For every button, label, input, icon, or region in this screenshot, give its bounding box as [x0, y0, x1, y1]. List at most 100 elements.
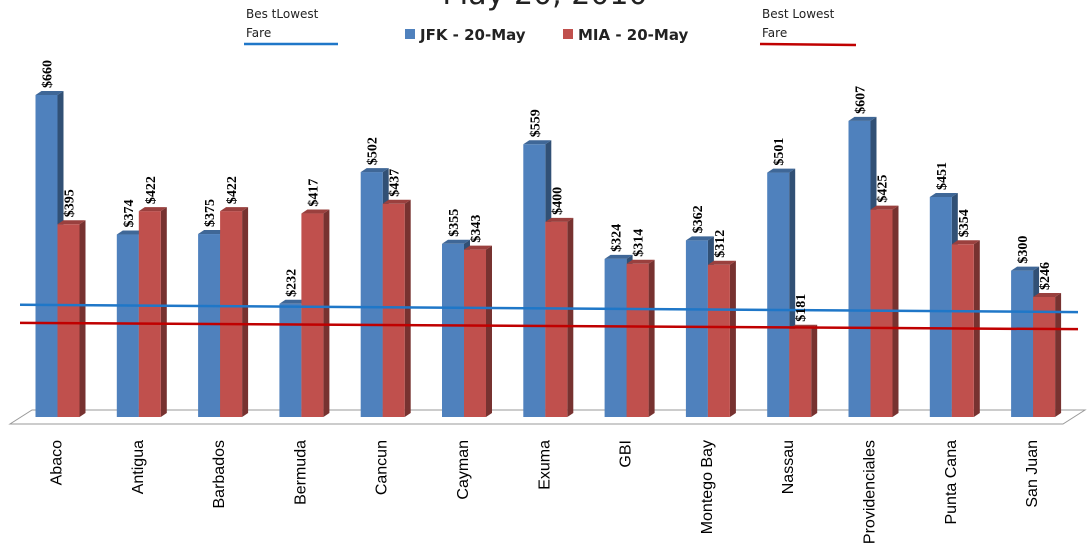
category-label: Bermuda: [292, 440, 309, 505]
value-label: $362: [691, 205, 706, 233]
value-label: $314: [632, 229, 647, 257]
bar-front: [929, 196, 952, 417]
reference-line-1: [19, 303, 1079, 314]
bar-top: [767, 168, 796, 173]
bar-top: [220, 207, 249, 212]
bar-mia-san-juan: [1033, 292, 1062, 417]
bar-top: [1011, 266, 1040, 271]
value-label: $437: [388, 169, 403, 197]
legend-ref2-label-line1: Best Lowest: [762, 7, 835, 21]
legend-swatch-mia: [563, 29, 573, 39]
legend-ref2-label-line2: Fare: [762, 26, 787, 40]
legend-ref-line-2: Best Lowest Fare: [759, 7, 857, 47]
bar-front: [626, 263, 649, 417]
bar-top: [604, 254, 633, 259]
legend-ref-line-1: Bes tLowest Fare: [244, 7, 338, 46]
bar-top: [301, 209, 330, 214]
bar-side: [160, 207, 167, 417]
bar-front: [35, 95, 58, 417]
chart-title: May 20, 2010: [442, 0, 647, 12]
bar-mia-gbi: [626, 259, 655, 417]
bar-side: [486, 245, 492, 417]
category-label: Exuma: [536, 440, 553, 490]
bar-front: [951, 244, 974, 417]
bar-front: [545, 221, 568, 417]
legend-ref1-label-line2: Fare: [246, 26, 271, 40]
category-label: Antigua: [130, 440, 147, 494]
bar-top: [951, 240, 980, 245]
bar-mia-antigua: [138, 207, 167, 417]
value-label: $501: [772, 138, 787, 166]
value-label: $417: [306, 179, 321, 207]
bar-top: [279, 299, 308, 304]
bar-mia-montego-bay: [707, 260, 736, 417]
bar-front: [848, 120, 871, 417]
value-label: $246: [1038, 262, 1053, 290]
bar-top: [382, 199, 411, 204]
bar-front: [685, 240, 708, 417]
value-label: $181: [794, 294, 809, 322]
bar-side: [323, 209, 330, 417]
bar-top: [626, 259, 655, 264]
bar-top: [360, 168, 389, 173]
value-label: $312: [713, 230, 728, 258]
reference-lines-layer: [19, 303, 1079, 331]
value-label: $375: [203, 199, 218, 227]
bar-top: [35, 91, 64, 95]
bar-front: [604, 258, 627, 417]
value-label: $355: [447, 209, 462, 237]
value-label: $451: [935, 162, 950, 190]
category-label: Barbados: [211, 440, 228, 509]
bar-top: [116, 230, 145, 235]
value-label: $502: [366, 137, 381, 165]
bar-front: [360, 172, 383, 417]
bar-top: [685, 236, 714, 241]
legend-label-jfk: JFK - 20-May: [419, 26, 526, 44]
bar-front: [789, 328, 812, 417]
bar-side: [79, 220, 86, 417]
bar-front: [442, 243, 464, 417]
bar-top: [198, 230, 227, 235]
value-label: $559: [528, 109, 543, 137]
bar-front: [57, 224, 80, 417]
category-labels-layer: Abaco Antigua Barbados Bermuda Cancun Cayman E…: [49, 440, 1042, 544]
bar-side: [811, 324, 818, 417]
value-label: $422: [225, 176, 240, 204]
value-label: $374: [122, 200, 137, 228]
value-label: $300: [1016, 236, 1031, 264]
bar-top: [57, 220, 86, 225]
category-label: Punta Cana: [943, 440, 960, 525]
value-label: $395: [63, 189, 78, 217]
category-label: Abaco: [49, 440, 66, 485]
bar-front: [523, 144, 546, 417]
value-label: $422: [144, 176, 159, 204]
bar-mia-exuma: [545, 217, 574, 417]
category-label: Cayman: [455, 440, 472, 500]
bar-mia-nassau: [789, 324, 818, 417]
bar-front: [1033, 296, 1056, 417]
bar-mia-barbados: [220, 207, 249, 417]
bar-front: [279, 303, 302, 417]
bar-top: [929, 192, 958, 197]
value-label: $354: [957, 209, 972, 237]
bar-mia-abaco: [57, 220, 86, 417]
bar-front: [767, 172, 790, 417]
value-label: $400: [550, 187, 565, 215]
category-label: Montego Bay: [699, 440, 716, 534]
legend-series-jfk: JFK - 20-May: [405, 26, 526, 44]
bar-top: [442, 239, 470, 244]
bar-side: [1055, 292, 1062, 417]
bar-front: [116, 234, 139, 417]
bar-top: [138, 207, 167, 212]
bar-mia-bermuda: [301, 209, 330, 417]
category-label: GBI: [618, 440, 635, 468]
legend-swatch-jfk: [405, 29, 415, 39]
bar-side: [648, 259, 655, 417]
bar-front: [382, 203, 405, 417]
bar-top: [1033, 292, 1062, 297]
value-label: $232: [284, 269, 299, 297]
value-label: $425: [876, 175, 891, 203]
bar-front: [198, 234, 221, 417]
value-label: $660: [41, 60, 56, 88]
